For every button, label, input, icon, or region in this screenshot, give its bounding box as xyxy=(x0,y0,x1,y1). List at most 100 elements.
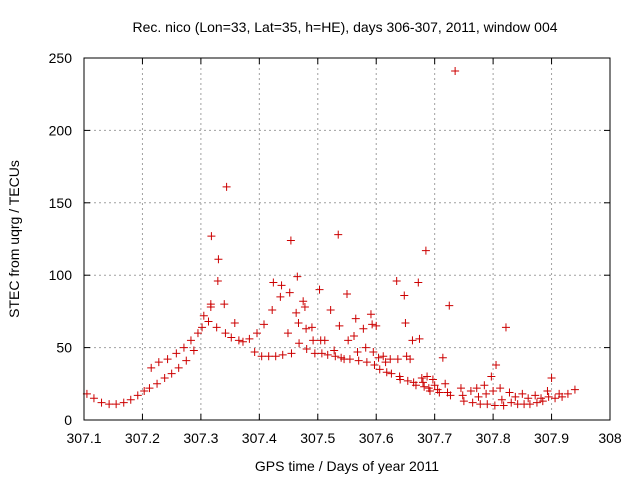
data-point xyxy=(474,392,483,401)
data-point xyxy=(538,397,547,406)
data-point xyxy=(408,336,417,345)
data-point xyxy=(234,336,243,345)
data-point xyxy=(260,320,269,329)
x-tick-label: 307.3 xyxy=(183,430,218,446)
data-point xyxy=(418,378,427,387)
data-point xyxy=(198,323,207,332)
data-point xyxy=(97,398,106,407)
data-point xyxy=(302,324,311,333)
data-point xyxy=(415,334,424,343)
data-point xyxy=(335,321,344,330)
plot-frame xyxy=(83,57,611,421)
data-point xyxy=(375,365,384,374)
data-point xyxy=(468,398,477,407)
data-point xyxy=(483,400,492,409)
data-point xyxy=(396,375,405,384)
data-point xyxy=(525,400,534,409)
data-point xyxy=(278,350,287,359)
grid-lines xyxy=(84,58,610,420)
data-point xyxy=(386,355,395,364)
data-point xyxy=(320,336,329,345)
data-point xyxy=(323,350,332,359)
y-tick-labels: 0 50 100 150 200 250 xyxy=(49,50,73,428)
data-point xyxy=(212,323,221,332)
data-point xyxy=(310,349,319,358)
data-point xyxy=(179,343,188,352)
data-point xyxy=(264,352,273,361)
data-point xyxy=(112,400,121,409)
data-point xyxy=(490,401,499,410)
x-tick-label: 307.2 xyxy=(125,430,160,446)
x-tick-labels: 307.1 307.2 307.3 307.4 307.5 307.6 307.7 307.8… xyxy=(66,430,621,446)
data-point xyxy=(425,387,434,396)
data-point xyxy=(213,276,222,285)
data-point xyxy=(551,394,560,403)
data-point xyxy=(287,349,296,358)
y-tick-label: 200 xyxy=(49,122,73,138)
data-point xyxy=(472,384,481,393)
data-point xyxy=(345,355,354,364)
data-point xyxy=(438,353,447,362)
data-point xyxy=(167,369,176,378)
data-point xyxy=(269,278,278,287)
data-point xyxy=(309,336,318,345)
data-point xyxy=(206,303,215,312)
data-point xyxy=(257,352,266,361)
data-point xyxy=(507,398,516,407)
data-point xyxy=(501,323,510,332)
data-point xyxy=(182,356,191,365)
data-point xyxy=(482,389,491,398)
data-point xyxy=(430,381,439,390)
data-point xyxy=(459,397,468,406)
data-point xyxy=(250,347,259,356)
data-point xyxy=(326,305,335,314)
x-tick-label: 307.5 xyxy=(300,430,335,446)
data-point xyxy=(186,336,195,345)
data-point xyxy=(307,323,316,332)
data-point xyxy=(334,230,343,239)
chart-title: Rec. nico (Lon=33, Lat=35, h=HE), days 3… xyxy=(132,19,557,35)
data-point xyxy=(558,392,567,401)
data-point xyxy=(544,392,553,401)
data-point xyxy=(451,67,460,76)
data-point xyxy=(222,182,231,191)
y-tick-label: 100 xyxy=(49,267,73,283)
data-point xyxy=(105,400,114,409)
data-point xyxy=(403,376,412,385)
data-points xyxy=(82,67,579,410)
x-tick-label: 307.8 xyxy=(476,430,511,446)
data-point xyxy=(285,288,294,297)
data-point xyxy=(361,343,370,352)
data-point xyxy=(299,297,308,306)
data-point xyxy=(302,345,311,354)
data-point xyxy=(497,395,506,404)
data-point xyxy=(227,333,236,342)
data-point xyxy=(411,381,420,390)
data-point xyxy=(382,368,391,377)
data-point xyxy=(366,310,375,319)
data-point xyxy=(563,389,572,398)
x-tick-label: 307.7 xyxy=(417,430,452,446)
data-point xyxy=(292,308,301,317)
data-point xyxy=(238,337,247,346)
data-point xyxy=(379,352,388,361)
data-point xyxy=(199,311,208,320)
data-point xyxy=(271,352,280,361)
data-point xyxy=(153,379,162,388)
data-point xyxy=(330,346,339,355)
data-point xyxy=(172,349,181,358)
data-point xyxy=(362,358,371,367)
data-point xyxy=(252,329,261,338)
data-point xyxy=(295,339,304,348)
data-point xyxy=(532,398,541,407)
x-tick-label: 308 xyxy=(598,430,622,446)
data-point xyxy=(421,246,430,255)
data-point xyxy=(487,372,496,381)
y-tick-label: 50 xyxy=(56,340,72,356)
data-point xyxy=(370,360,379,369)
data-point xyxy=(543,387,552,396)
y-tick-label: 0 xyxy=(64,412,72,428)
data-point xyxy=(458,391,467,400)
data-point xyxy=(369,347,378,356)
x-tick-label: 307.6 xyxy=(359,430,394,446)
